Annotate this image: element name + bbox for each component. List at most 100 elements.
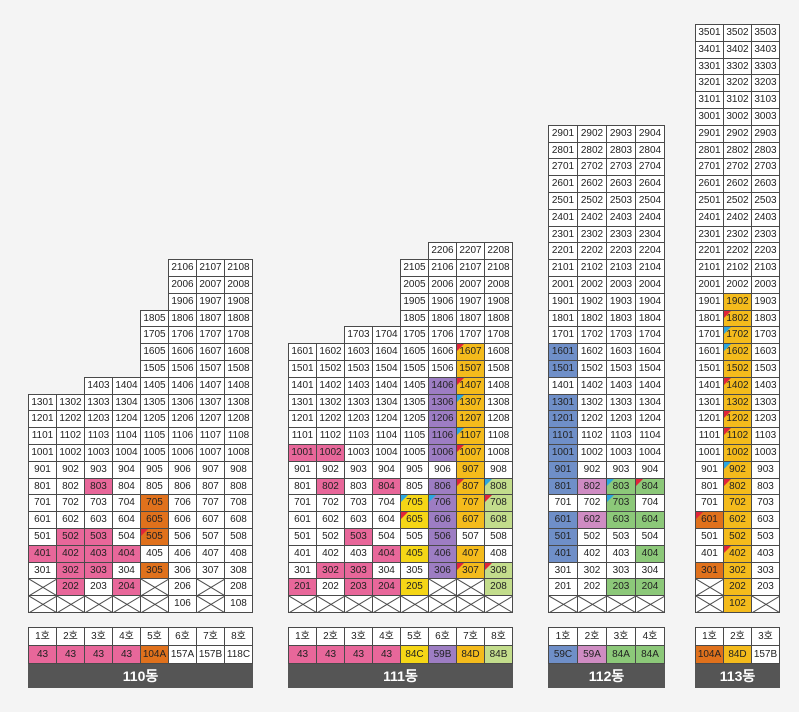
unit-number: 2801 [698,144,721,156]
unit-cell: 703 [344,494,373,513]
unit-number: 1503 [609,363,633,374]
unit-number: 2601 [551,178,575,190]
unit-number: 2703 [754,161,777,173]
unit-cell: 1503 [344,360,373,378]
unit-cell: 1906 [168,292,197,311]
empty-unit-cell [28,578,57,597]
unit-number: 601 [554,514,572,526]
unit-cell: 1304 [112,393,141,412]
unit-number: 501 [554,531,572,542]
empty-unit-cell [456,595,485,613]
unit-cell: 1602 [316,343,345,361]
unit-number: 1301 [698,396,721,408]
unit-cell: 806 [168,477,197,496]
unit-number: 1403 [609,379,633,391]
unit-cell: 1505 [140,360,169,378]
unit-number: 1705 [403,329,426,341]
unit-cell: 1508 [484,360,513,378]
unit-type: 157B [751,645,780,664]
unit-cell: 408 [484,544,513,563]
unit-cell: 801 [288,477,317,496]
unit-cell: 302 [56,561,85,580]
unit-cell: 802 [56,477,85,496]
unit-number: 1501 [551,363,575,374]
unit-label: 2호 [316,627,345,646]
unit-label: 8호 [484,627,513,646]
unit-number: 3303 [754,60,777,72]
unit-number: 1001 [551,447,575,458]
unit-number: 3503 [754,27,777,38]
unit-type: 43 [112,645,141,664]
building-name: 112동 [548,664,665,688]
unit-number: 1703 [347,329,370,341]
unit-cell: 602 [723,511,752,529]
unit-cell: 501 [695,528,724,546]
unit-number: 1407 [459,379,482,391]
unit-number: 601 [34,514,51,526]
unit-number: 1003 [347,447,370,458]
blue-flag-marker [607,478,614,486]
unit-number: 703 [757,497,774,509]
unit-number: 1503 [754,363,777,374]
unit-cell: 1102 [316,427,345,445]
unit-cell: 404 [635,544,665,563]
unit-number: 1301 [551,396,575,408]
unit-cell: 1201 [695,410,724,429]
unit-number: 408 [490,547,507,559]
unit-cell: 2302 [723,225,752,244]
unit-number: 1302 [59,396,82,408]
unit-number: 2001 [551,279,575,290]
unit-cell: 2603 [751,175,780,193]
empty-unit-cell [140,578,169,597]
unit-cell: 1202 [723,410,752,429]
empty-unit-cell [196,578,225,597]
unit-cell: 2601 [695,175,724,193]
unit-number: 705 [406,497,423,509]
unit-number: 2003 [609,279,633,290]
unit-number: 1703 [609,329,633,341]
unit-cell: 1001 [28,444,57,462]
unit-number: 2501 [551,195,575,206]
unit-cell: 2504 [635,192,665,210]
unit-cell: 1106 [428,427,457,445]
unit-number: 504 [641,531,659,542]
unit-number: 1401 [291,379,314,391]
unit-number: 1805 [403,312,426,324]
unit-number: 808 [490,480,507,492]
unit-cell: 208 [484,578,513,597]
unit-cell: 1704 [635,326,665,345]
unit-number: 304 [378,564,395,576]
unit-number: 906 [174,463,191,475]
unit-cell: 1404 [112,376,141,395]
unit-cell: 1203 [606,410,636,429]
unit-number: 1205 [143,413,166,425]
unit-number: 2208 [487,245,510,257]
unit-cell: 1901 [548,292,578,311]
unit-number: 1903 [609,295,633,307]
unit-label: 7호 [196,627,225,646]
unit-number: 1401 [551,379,575,391]
unit-number: 902 [729,463,746,475]
unit-number: 1004 [638,447,662,458]
unit-cell: 2002 [577,276,607,294]
unit-number: 806 [434,480,451,492]
unit-cell: 3002 [723,108,752,126]
unit-number: 402 [62,547,79,559]
unit-cell: 902 [316,460,345,479]
unit-cell: 2108 [224,259,253,277]
unit-cell: 2402 [577,208,607,227]
unit-number: 1803 [754,312,777,324]
unit-cell: 904 [112,460,141,479]
unit-cell: 601 [288,511,317,529]
unit-number: 1202 [580,413,604,425]
unit-cell: 203 [84,578,113,597]
unit-number: 302 [322,564,339,576]
unit-cell: 1503 [751,360,780,378]
unit-number: 208 [490,581,507,593]
unit-label: 3호 [751,627,780,646]
unit-cell: 1802 [577,309,607,328]
unit-number: 2704 [638,161,662,173]
unit-cell: 508 [484,528,513,546]
unit-number: 1208 [227,413,250,425]
unit-number: 2904 [638,127,662,139]
